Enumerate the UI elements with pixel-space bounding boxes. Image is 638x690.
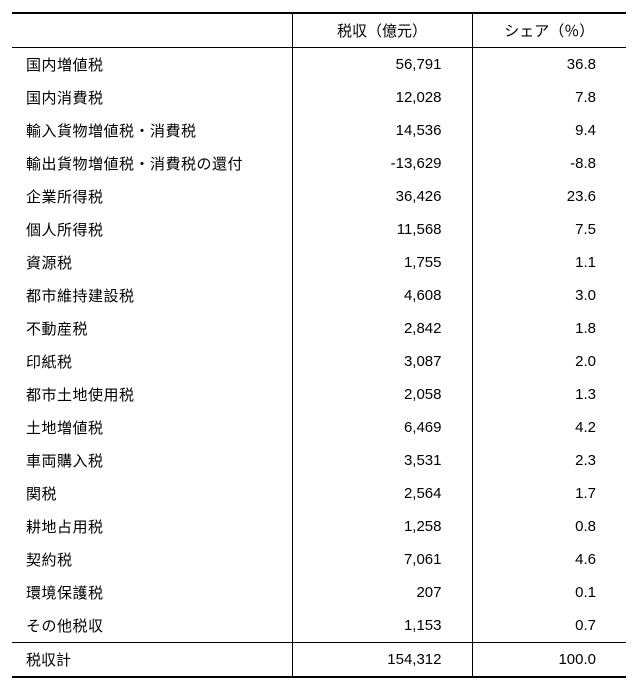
row-label: 国内消費税	[12, 81, 292, 114]
table-total-row: 税収計 154,312 100.0	[12, 643, 626, 678]
row-share: 1.8	[472, 312, 626, 345]
row-revenue: 2,058	[292, 378, 472, 411]
row-label: 資源税	[12, 246, 292, 279]
row-label: その他税収	[12, 609, 292, 643]
table-row: 不動産税2,8421.8	[12, 312, 626, 345]
table-row: その他税収1,1530.7	[12, 609, 626, 643]
row-revenue: 12,028	[292, 81, 472, 114]
row-share: 36.8	[472, 48, 626, 82]
row-revenue: 36,426	[292, 180, 472, 213]
table-row: 都市土地使用税2,0581.3	[12, 378, 626, 411]
row-label: 国内増値税	[12, 48, 292, 82]
row-label: 契約税	[12, 543, 292, 576]
row-label: 印紙税	[12, 345, 292, 378]
total-label: 税収計	[12, 643, 292, 678]
tax-revenue-table: 税収（億元） シェア（％） 国内増値税56,79136.8国内消費税12,028…	[12, 12, 626, 678]
total-revenue: 154,312	[292, 643, 472, 678]
row-revenue: 1,755	[292, 246, 472, 279]
row-revenue: -13,629	[292, 147, 472, 180]
total-share: 100.0	[472, 643, 626, 678]
table-row: 関税2,5641.7	[12, 477, 626, 510]
header-label	[12, 13, 292, 48]
row-label: 土地増値税	[12, 411, 292, 444]
row-label: 輸入貨物増値税・消費税	[12, 114, 292, 147]
row-label: 輸出貨物増値税・消費税の還付	[12, 147, 292, 180]
row-label: 都市土地使用税	[12, 378, 292, 411]
row-label: 車両購入税	[12, 444, 292, 477]
row-revenue: 56,791	[292, 48, 472, 82]
row-share: 0.1	[472, 576, 626, 609]
table-row: 土地増値税6,4694.2	[12, 411, 626, 444]
table-row: 車両購入税3,5312.3	[12, 444, 626, 477]
table-row: 契約税7,0614.6	[12, 543, 626, 576]
table-header-row: 税収（億元） シェア（％）	[12, 13, 626, 48]
row-revenue: 11,568	[292, 213, 472, 246]
table-row: 耕地占用税1,2580.8	[12, 510, 626, 543]
table-row: 国内増値税56,79136.8	[12, 48, 626, 82]
row-revenue: 1,258	[292, 510, 472, 543]
table-row: 個人所得税11,5687.5	[12, 213, 626, 246]
row-revenue: 7,061	[292, 543, 472, 576]
row-revenue: 3,087	[292, 345, 472, 378]
table-row: 資源税1,7551.1	[12, 246, 626, 279]
row-share: 1.1	[472, 246, 626, 279]
table-row: 印紙税3,0872.0	[12, 345, 626, 378]
row-revenue: 4,608	[292, 279, 472, 312]
row-label: 耕地占用税	[12, 510, 292, 543]
row-share: 1.7	[472, 477, 626, 510]
row-revenue: 1,153	[292, 609, 472, 643]
row-share: 4.2	[472, 411, 626, 444]
row-share: 9.4	[472, 114, 626, 147]
row-label: 関税	[12, 477, 292, 510]
row-revenue: 207	[292, 576, 472, 609]
table-row: 企業所得税36,42623.6	[12, 180, 626, 213]
row-label: 企業所得税	[12, 180, 292, 213]
row-label: 都市維持建設税	[12, 279, 292, 312]
row-share: 2.3	[472, 444, 626, 477]
row-revenue: 2,564	[292, 477, 472, 510]
table-row: 都市維持建設税4,6083.0	[12, 279, 626, 312]
row-label: 個人所得税	[12, 213, 292, 246]
row-label: 環境保護税	[12, 576, 292, 609]
row-share: 23.6	[472, 180, 626, 213]
row-label: 不動産税	[12, 312, 292, 345]
row-share: 4.6	[472, 543, 626, 576]
row-revenue: 3,531	[292, 444, 472, 477]
row-revenue: 6,469	[292, 411, 472, 444]
row-revenue: 14,536	[292, 114, 472, 147]
row-share: 0.8	[472, 510, 626, 543]
row-revenue: 2,842	[292, 312, 472, 345]
table-row: 輸入貨物増値税・消費税14,5369.4	[12, 114, 626, 147]
header-share: シェア（％）	[472, 13, 626, 48]
table-row: 国内消費税12,0287.8	[12, 81, 626, 114]
row-share: 7.5	[472, 213, 626, 246]
table-row: 輸出貨物増値税・消費税の還付-13,629-8.8	[12, 147, 626, 180]
header-revenue: 税収（億元）	[292, 13, 472, 48]
row-share: 3.0	[472, 279, 626, 312]
row-share: -8.8	[472, 147, 626, 180]
table-row: 環境保護税2070.1	[12, 576, 626, 609]
row-share: 1.3	[472, 378, 626, 411]
row-share: 2.0	[472, 345, 626, 378]
row-share: 7.8	[472, 81, 626, 114]
table-body: 国内増値税56,79136.8国内消費税12,0287.8輸入貨物増値税・消費税…	[12, 48, 626, 643]
row-share: 0.7	[472, 609, 626, 643]
